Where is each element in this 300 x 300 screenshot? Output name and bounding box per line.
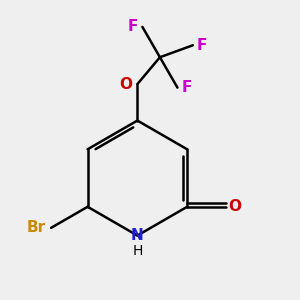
Text: Br: Br <box>26 220 45 235</box>
Text: O: O <box>228 199 241 214</box>
Text: O: O <box>120 76 133 92</box>
Text: F: F <box>197 38 207 53</box>
Text: F: F <box>182 80 192 95</box>
Text: F: F <box>128 20 139 34</box>
Text: N: N <box>131 228 144 243</box>
Text: H: H <box>132 244 142 258</box>
